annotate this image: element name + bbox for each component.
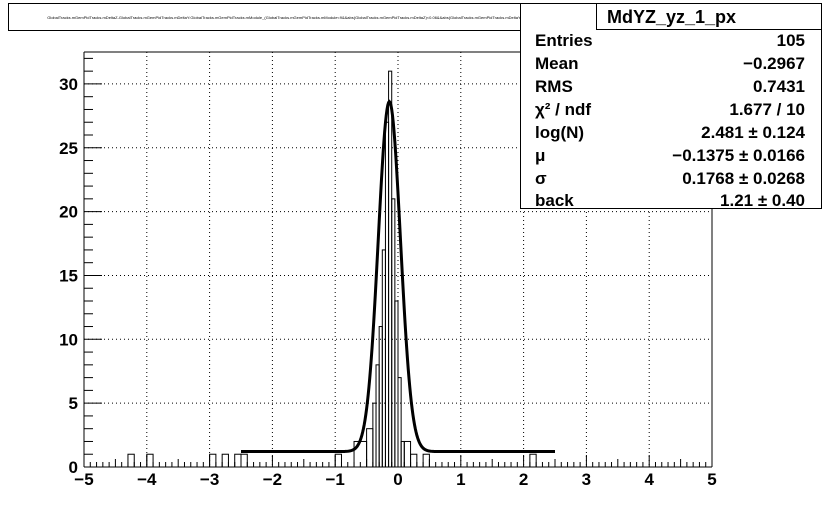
stat-row-rms: RMS 0.7431 — [521, 77, 821, 99]
stat-value: −0.2967 — [743, 54, 805, 73]
y-tick-label: 15 — [59, 266, 78, 285]
stat-row-entries: Entries 105 — [521, 31, 821, 53]
histogram-bin — [127, 453, 135, 468]
x-tick-label: 0 — [393, 470, 402, 489]
stat-value: 1.21 ± 0.40 — [720, 191, 805, 210]
stat-value: 105 — [776, 31, 805, 50]
stat-row-chi2: χ² / ndf 1.677 / 10 — [521, 100, 821, 122]
stat-value: 2.481 ± 0.124 — [701, 123, 805, 142]
x-tick-label: −1 — [326, 470, 345, 489]
y-tick-label: 5 — [69, 394, 78, 413]
histogram-bin — [209, 453, 217, 468]
stat-label: σ — [535, 169, 547, 188]
x-tick-label: −5 — [74, 470, 93, 489]
chart-title: GlobalTracks.mGemPidTracks.mDeltaZ-Globa… — [47, 14, 555, 20]
x-tick-label: −3 — [200, 470, 219, 489]
histogram-bin — [403, 440, 412, 468]
x-tick-label: −4 — [137, 470, 157, 489]
x-tick-label: 5 — [707, 470, 716, 489]
stats-name: MdYZ_yz_1_px — [596, 4, 822, 30]
y-tick-label: 20 — [59, 203, 78, 222]
histogram-bin — [221, 453, 229, 468]
fit-curve — [241, 99, 555, 454]
stat-label: Entries — [535, 31, 593, 50]
stat-label: RMS — [535, 77, 573, 96]
stat-value: 0.7431 — [753, 77, 805, 96]
x-tick-label: 2 — [519, 470, 528, 489]
histogram-bin — [422, 453, 430, 468]
stat-row-sigma: σ 0.1768 ± 0.0268 — [521, 169, 821, 191]
stat-label: Mean — [535, 54, 579, 73]
stat-value: −0.1375 ± 0.0166 — [672, 146, 805, 165]
y-tick-label: 25 — [59, 139, 78, 158]
x-tick-label: 3 — [582, 470, 591, 489]
histogram-bin — [410, 453, 418, 468]
stat-row-logn: log(N) 2.481 ± 0.124 — [521, 123, 821, 145]
grid-lines — [84, 52, 712, 467]
histogram-bin — [234, 453, 242, 468]
x-axis-ticks: −5 −4 −3 −2 −1 0 1 2 3 4 5 — [74, 455, 717, 489]
stat-label: μ — [535, 146, 546, 165]
y-tick-label: 10 — [59, 330, 78, 349]
histogram-bin — [529, 453, 537, 468]
histogram-bin — [240, 453, 248, 468]
stat-value: 0.1768 ± 0.0268 — [682, 169, 805, 188]
stats-box: MdYZ_yz_1_px Entries 105 Mean −0.2967 RM… — [520, 3, 822, 210]
y-tick-label: 30 — [59, 75, 78, 94]
stat-label: log(N) — [535, 123, 585, 142]
x-tick-label: −2 — [263, 470, 282, 489]
histogram-bin — [146, 453, 154, 468]
x-tick-label: 1 — [456, 470, 465, 489]
stat-value: 1.677 / 10 — [729, 100, 805, 119]
stat-row-back: back 1.21 ± 0.40 — [521, 191, 821, 213]
histogram-bin — [366, 428, 374, 468]
x-tick-label: 4 — [644, 470, 654, 489]
histogram-bin — [334, 453, 342, 468]
y-tick-label: 0 — [69, 458, 78, 477]
stat-row-mean: Mean −0.2967 — [521, 54, 821, 76]
stat-label: χ² / ndf — [535, 100, 592, 119]
stat-label: back — [535, 191, 574, 210]
fit-curve-line — [241, 99, 555, 454]
y-axis-ticks: 0 5 10 15 20 25 30 — [59, 57, 102, 477]
stat-row-mu: μ −0.1375 ± 0.0166 — [521, 146, 821, 168]
title-box: GlobalTracks.mGemPidTracks.mDeltaZ-Globa… — [8, 3, 594, 31]
histogram-bins — [127, 70, 537, 468]
